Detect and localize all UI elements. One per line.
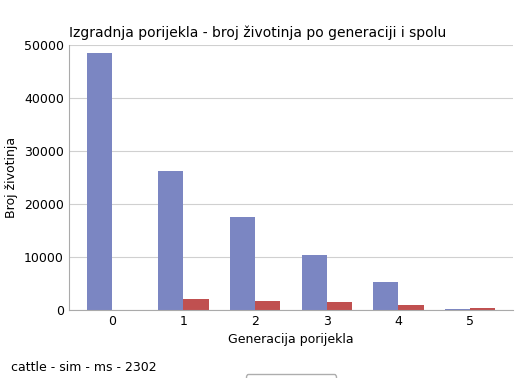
Bar (255, 301, 280, 310)
Bar (302, 256, 327, 310)
Text: Izgradnja porijekla - broj životinja po generaciji i spolu: Izgradnja porijekla - broj životinja po … (69, 26, 446, 40)
Bar (470, 308, 495, 310)
Bar (87, 53, 112, 310)
Legend: F, M: F, M (246, 375, 336, 378)
Bar (230, 217, 255, 310)
Y-axis label: Broj životinja: Broj životinja (5, 137, 19, 218)
Text: cattle - sim - ms - 2302: cattle - sim - ms - 2302 (11, 361, 156, 374)
X-axis label: Generacija porijekla: Generacija porijekla (228, 333, 354, 346)
Bar (327, 302, 352, 310)
Bar (445, 309, 470, 310)
Bar (398, 305, 424, 310)
Bar (373, 282, 398, 310)
Bar (184, 299, 208, 310)
Bar (158, 171, 184, 310)
